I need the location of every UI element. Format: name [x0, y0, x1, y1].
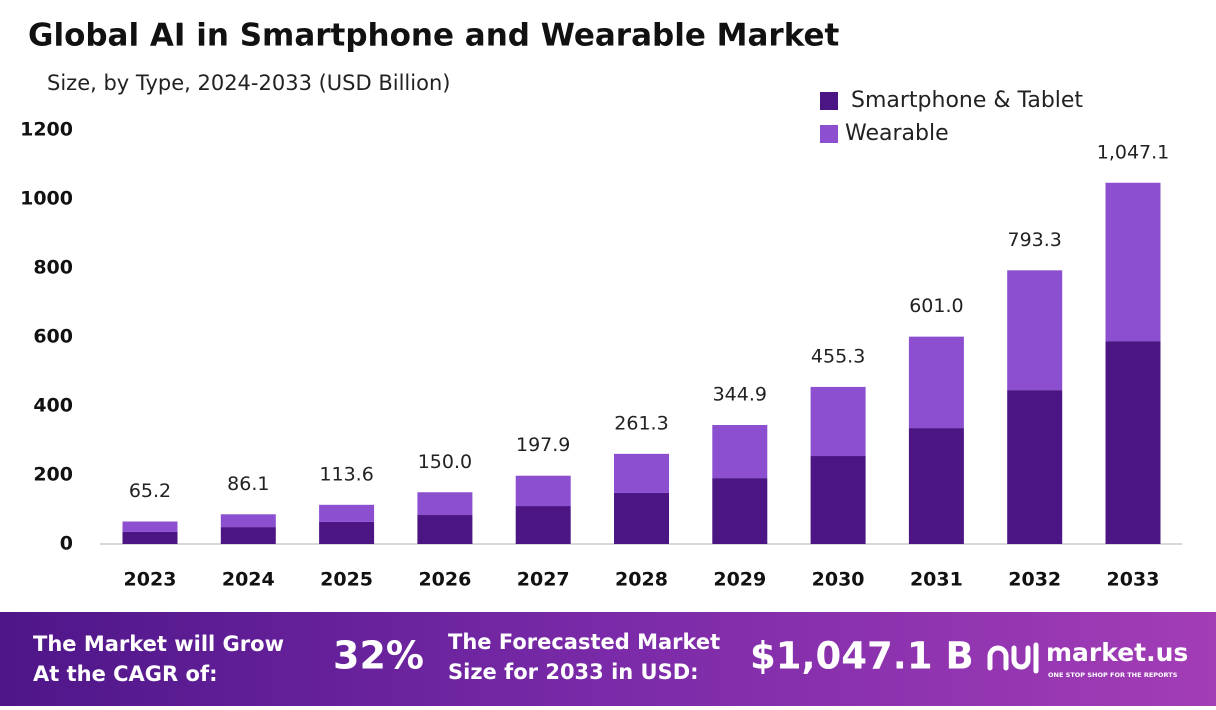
x-tick-label: 2023 [124, 569, 177, 591]
bar-total-label: 113.6 [319, 463, 373, 485]
logo-text: market.us [1046, 638, 1188, 667]
x-tick-label: 2031 [910, 569, 963, 591]
y-tick-label: 400 [33, 395, 73, 417]
bar-segment [319, 521, 375, 544]
bar-total-label: 197.9 [516, 434, 570, 456]
bar-segment [908, 336, 964, 429]
cagr-text: At the CAGR of: [33, 662, 218, 686]
legend-label: Smartphone & Tablet [851, 88, 1083, 113]
bar-segment [908, 428, 964, 544]
bar-segment [1007, 270, 1063, 391]
x-tick-label: 2032 [1008, 569, 1061, 591]
bar-segment [417, 515, 473, 544]
y-tick-label: 0 [60, 533, 73, 555]
cagr-value: 32% [333, 634, 424, 678]
bar-segment [614, 453, 669, 493]
x-tick-label: 2029 [713, 569, 766, 591]
bar-total-label: 65.2 [129, 480, 171, 502]
y-tick-label: 1000 [20, 188, 73, 210]
forecast-text: Size for 2033 in USD: [448, 660, 699, 684]
cagr-text: The Market will Grow [33, 632, 284, 656]
y-tick-label: 200 [33, 464, 73, 486]
bar-segment [810, 386, 866, 457]
bar-segment [1105, 182, 1161, 342]
bar-segment [1007, 390, 1063, 544]
x-tick-label: 2024 [222, 569, 275, 591]
bar-segment [810, 456, 866, 544]
chart-subtitle: Size, by Type, 2024-2033 (USD Billion) [47, 71, 450, 95]
bar-total-label: 455.3 [811, 345, 865, 367]
bar-segment [319, 504, 375, 522]
x-tick-label: 2028 [615, 569, 668, 591]
x-tick-label: 2027 [517, 569, 570, 591]
bar-segment [712, 478, 768, 544]
bar-total-label: 601.0 [909, 295, 963, 317]
bar-segment [712, 425, 768, 479]
logo-icon [987, 642, 1039, 674]
legend-swatch [820, 92, 838, 110]
bar-segment [614, 492, 669, 544]
chart-title: Global AI in Smartphone and Wearable Mar… [28, 18, 840, 54]
bar-total-label: 150.0 [418, 451, 472, 473]
forecast-value: $1,047.1 B [750, 635, 974, 678]
x-tick-label: 2030 [812, 569, 865, 591]
x-tick-label: 2025 [320, 569, 373, 591]
bar-total-label: 1,047.1 [1097, 141, 1170, 163]
forecast-text: The Forecasted Market [448, 630, 720, 654]
bar-segment [122, 521, 178, 532]
legend-swatch [820, 125, 838, 143]
bar-total-label: 793.3 [1007, 229, 1061, 251]
x-tick-label: 2033 [1107, 569, 1160, 591]
bar-total-label: 86.1 [227, 473, 269, 495]
bar-segment [417, 492, 473, 516]
bar-segment [122, 531, 178, 544]
bar-segment [515, 475, 571, 507]
legend-label: Wearable [845, 121, 949, 146]
bar-total-label: 261.3 [614, 412, 668, 434]
bar-total-label: 344.9 [713, 384, 767, 406]
x-tick-label: 2026 [418, 569, 471, 591]
bar-segment [1105, 341, 1161, 544]
y-tick-label: 600 [33, 326, 73, 348]
bar-segment [515, 506, 571, 544]
bar-segment [220, 527, 276, 544]
bar-segment [220, 514, 276, 528]
logo-tagline: ONE STOP SHOP FOR THE REPORTS [1048, 671, 1178, 679]
y-tick-label: 800 [33, 257, 73, 279]
y-tick-label: 1200 [20, 119, 73, 141]
